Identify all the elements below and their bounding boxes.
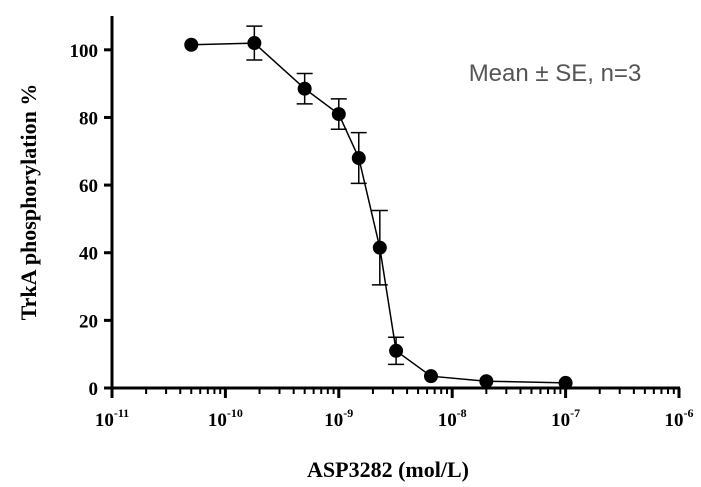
y-axis-title: TrkA phosphorylation %: [16, 84, 41, 321]
x-tick-label: 10-6: [665, 406, 694, 431]
series: [184, 25, 573, 390]
y-tick-label: 100: [70, 41, 99, 62]
data-point: [372, 240, 387, 255]
y-tick-label: 20: [79, 311, 98, 332]
y-tick-label: 0: [89, 379, 99, 400]
data-point: [351, 151, 366, 166]
data-point: [558, 375, 573, 390]
series-line: [191, 42, 566, 384]
x-axis-title: ASP3282 (mol/L): [307, 457, 469, 482]
x-tick-label: 10-9: [324, 406, 353, 431]
axes: [110, 16, 680, 390]
data-point: [331, 107, 346, 122]
x-tick-label: 10-7: [551, 406, 580, 431]
data-point: [389, 343, 404, 358]
annotation: Mean ± SE, n=3: [469, 60, 642, 87]
x-tick-label: 10-8: [438, 406, 467, 431]
data-point: [479, 374, 494, 389]
data-point: [184, 37, 199, 52]
data-point: [247, 36, 262, 51]
x-tick-label: 10-10: [208, 406, 243, 431]
ticks: 0 20 40 60 80 100 10-11 10-10 10-9 10-8 10-7 10-6: [70, 41, 694, 431]
y-tick-label: 60: [79, 176, 98, 197]
y-tick-label: 80: [79, 108, 98, 129]
y-tick-label: 40: [79, 244, 98, 265]
data-point: [423, 369, 438, 384]
data-point: [297, 81, 312, 96]
x-tick-label: 10-11: [95, 406, 129, 431]
